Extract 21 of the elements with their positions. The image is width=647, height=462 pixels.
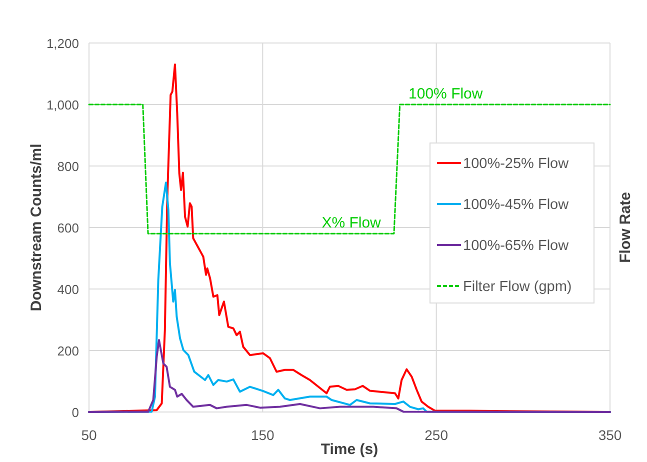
annotation: X% Flow	[322, 214, 382, 232]
x-axis-title: Time (s)	[320, 441, 378, 458]
y-axis-title: Downstream Counts/ml	[28, 144, 45, 312]
y-tick-label: 800	[57, 159, 79, 174]
x-tick-label: 150	[250, 427, 275, 443]
y2-axis-title: Flow Rate	[617, 192, 634, 263]
y-tick-label: 400	[57, 282, 79, 297]
legend-label: 100%-65% Flow	[463, 238, 570, 254]
y-tick-label: 0	[72, 405, 79, 420]
y-tick-label: 1,000	[46, 98, 79, 112]
x-tick-label: 50	[81, 427, 97, 443]
line-series	[88, 339, 611, 413]
x-tick-label: 250	[424, 427, 448, 443]
legend-label: 100%-45% Flow	[463, 197, 570, 213]
y-tick-label: 1,200	[46, 36, 79, 51]
annotation: 100% Flow	[408, 86, 483, 102]
legend-label: Filter Flow (gpm)	[463, 279, 572, 295]
legend-label: 100%-25% Flow	[463, 156, 570, 172]
x-tick-label: 350	[598, 427, 622, 443]
y-tick-label: 600	[57, 220, 79, 236]
y-tick-label: 200	[57, 344, 79, 358]
